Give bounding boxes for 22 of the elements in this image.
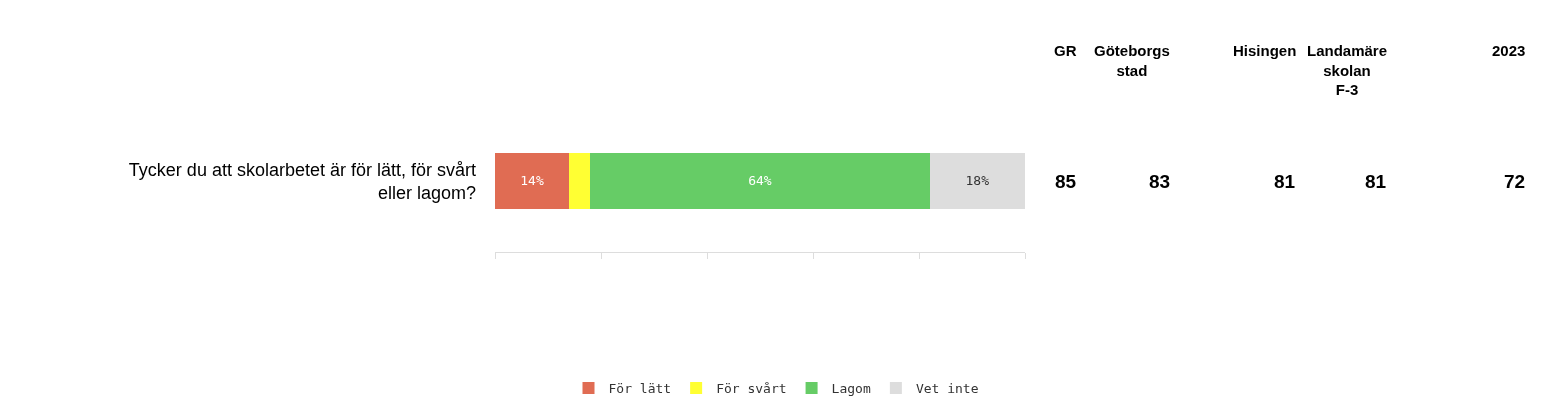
- bar: [929, 153, 1025, 209]
- legend-label: För lätt: [608, 381, 672, 397]
- data-label: 14%: [520, 173, 544, 189]
- bar: [569, 153, 591, 209]
- legend-label: Vet inte: [915, 381, 979, 397]
- legend-label: För svårt: [716, 381, 787, 397]
- text: Hisingen: [1233, 42, 1297, 59]
- bar: [495, 153, 570, 209]
- text: GR: [1054, 42, 1077, 59]
- text: 72: [1504, 171, 1526, 192]
- bar: [590, 153, 930, 209]
- text: 2023: [1492, 42, 1526, 59]
- y-tick-label: Tycker du att skolarbetet är för lätt, för svårt eller lagom?: [128, 159, 476, 203]
- text: Göteborgs stad: [1094, 42, 1170, 79]
- data-label: 64%: [748, 173, 772, 189]
- text: 83: [1149, 171, 1171, 192]
- text: Landamäreskolan F-3: [1307, 42, 1388, 98]
- legend-label: Lagom: [831, 381, 871, 397]
- text: 81: [1274, 171, 1296, 192]
- text: 81: [1365, 171, 1387, 192]
- text: 85: [1055, 171, 1077, 192]
- data-label: 18%: [965, 173, 990, 189]
